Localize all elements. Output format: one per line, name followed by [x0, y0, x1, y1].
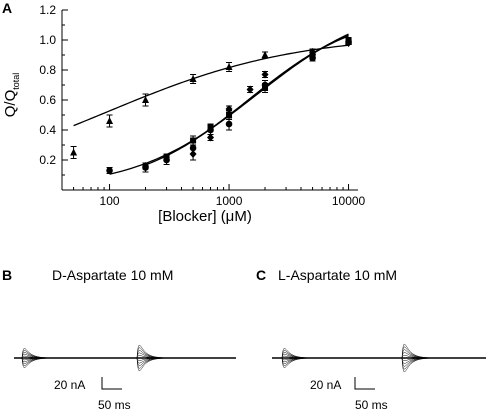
data-point-square — [190, 135, 197, 146]
current-trace — [272, 357, 486, 370]
data-point-square — [207, 123, 214, 131]
current-trace — [14, 350, 236, 359]
panel-a-letter: A — [2, 0, 12, 16]
chart-points — [70, 37, 353, 174]
diamond-marker — [225, 105, 233, 113]
y-tick-label: 1.2 — [39, 3, 56, 17]
scale-bar-c — [354, 377, 375, 390]
dose-response-chart: 0.2 0.4 0.6 0.8 1.0 1.2 100 1000 10000 [Blocker]… — [2, 3, 366, 225]
triangle-marker — [70, 148, 78, 156]
panel-b-letter: B — [2, 267, 12, 283]
y-axis-label-main: Q/Q — [2, 90, 19, 118]
scale-b-current: 20 nA — [54, 378, 85, 392]
x-tick-label: 100 — [100, 194, 120, 208]
current-trace — [14, 344, 236, 359]
diamond-marker — [142, 162, 150, 170]
data-point-triangle — [189, 74, 197, 84]
current-trace — [14, 357, 236, 372]
panel-c-letter: C — [256, 267, 266, 283]
current-trace — [272, 349, 486, 359]
diamond-marker — [246, 85, 254, 94]
scale-c-current: 20 nA — [310, 378, 341, 392]
circle-marker — [106, 167, 113, 174]
square-marker — [262, 85, 269, 91]
data-point-diamond — [246, 85, 254, 94]
y-tick-label: 0.8 — [39, 63, 56, 77]
data-point-triangle — [142, 93, 150, 107]
current-traces-l-aspartate — [272, 343, 486, 373]
data-point-triangle — [70, 146, 78, 159]
scale-bar-c-lines — [354, 377, 375, 390]
current-trace — [272, 346, 486, 359]
scale-c-time: 50 ms — [355, 398, 388, 412]
diamond-marker — [207, 133, 215, 142]
trace-b-title: D-Aspartate 10 mM — [52, 267, 173, 283]
data-point-triangle — [261, 51, 269, 59]
chart-ticks: 0.2 0.4 0.6 0.8 1.0 1.2 100 1000 10000 — [39, 3, 365, 208]
data-point-diamond — [345, 39, 353, 47]
data-point-square — [163, 153, 170, 161]
x-tick-label: 1000 — [216, 194, 243, 208]
triangle-marker — [261, 51, 269, 58]
current-trace — [272, 343, 486, 359]
y-tick-label: 0.4 — [39, 123, 56, 137]
current-trace — [272, 357, 486, 367]
y-tick-label: 1.0 — [39, 33, 56, 47]
data-point-square — [262, 83, 269, 93]
trace-c-title: L-Aspartate 10 mM — [278, 267, 397, 283]
square-marker — [207, 124, 214, 130]
current-trace — [272, 357, 486, 373]
data-point-diamond — [207, 133, 215, 142]
chart-axes — [61, 10, 358, 191]
fit-curve-square — [166, 34, 349, 156]
diamond-marker — [189, 150, 197, 158]
square-marker — [226, 112, 233, 118]
data-point-triangle — [225, 62, 233, 72]
fit-curve-triangle — [73, 44, 349, 127]
scale-b-time: 50 ms — [98, 398, 131, 412]
x-axis-label: [Blocker] (μM) — [158, 208, 252, 225]
current-trace — [14, 347, 236, 359]
current-trace — [14, 357, 236, 369]
data-point-triangle — [106, 114, 114, 128]
data-point-diamond — [261, 70, 269, 79]
y-axis-label-sub: total — [11, 73, 21, 90]
data-point-diamond — [309, 48, 317, 56]
data-point-diamond — [142, 162, 150, 170]
triangle-marker — [142, 96, 150, 103]
current-traces-d-aspartate — [14, 344, 236, 372]
circle-marker — [225, 120, 233, 128]
square-marker — [190, 137, 197, 144]
data-point-diamond — [225, 105, 233, 113]
current-trace — [272, 357, 486, 364]
y-axis-label: Q/Qtotal — [2, 73, 21, 118]
scale-bar-b — [101, 377, 122, 390]
triangle-marker — [225, 63, 233, 70]
y-tick-label: 0.2 — [39, 153, 56, 167]
square-marker — [163, 154, 170, 160]
current-trace — [14, 357, 236, 364]
diamond-marker — [345, 39, 353, 47]
current-trace — [14, 352, 236, 359]
y-tick-label: 0.6 — [39, 93, 56, 107]
current-trace — [14, 357, 236, 366]
triangle-marker — [106, 117, 114, 124]
chart-fit-curves — [73, 33, 349, 175]
data-point-circle — [106, 167, 113, 174]
current-trace — [272, 352, 486, 359]
diamond-marker — [261, 70, 269, 79]
scale-bar-b-lines — [101, 377, 122, 390]
fit-curve-diamond — [145, 35, 349, 166]
diamond-marker — [309, 48, 317, 56]
x-tick-label: 10000 — [332, 194, 366, 208]
data-point-diamond — [189, 147, 197, 161]
triangle-marker — [189, 75, 197, 82]
